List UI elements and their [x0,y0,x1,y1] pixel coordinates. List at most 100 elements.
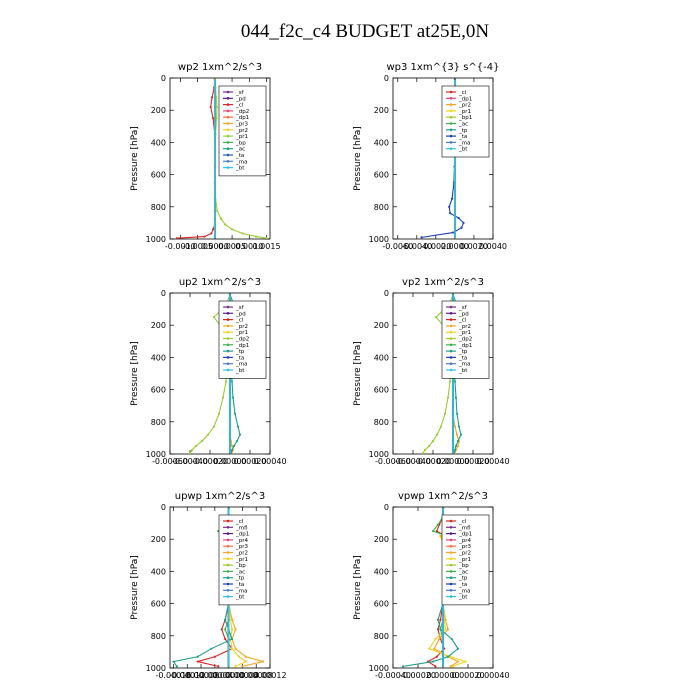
x-tick-label: 0.0010 [235,242,263,251]
legend-label: _cl [458,90,467,96]
data-point_tp [230,448,234,452]
data-point_dp2 [446,396,450,399]
legend-marker [449,356,453,359]
plot-frame [392,292,494,455]
legend-label: _dp1 [235,343,249,349]
x-tick-label: 0.00000 [213,457,246,466]
data-point_dp2 [188,452,192,454]
legend-label: _dp1 [458,96,472,102]
x-tick-label: -0.0010 [165,242,196,251]
data-point_ac [431,530,435,533]
legend-label: _pd [235,311,246,317]
y-tick-label: 0 [161,289,166,298]
legend-marker [449,128,453,132]
data-point_tp [457,425,461,428]
legend-marker [226,330,230,334]
legend-label: _pr1 [458,557,471,563]
data-point_cl [209,105,212,109]
legend-label: _dp1 [235,532,249,538]
legend-label: _dp1 [458,532,472,538]
x-tick-label: 0.00040 [253,457,286,466]
legend-label: _cl [235,103,244,109]
y-tick-label: 200 [151,321,166,330]
legend-marker [449,109,453,113]
legend-marker [449,90,453,94]
data-point_pr1 [444,628,447,631]
data-point_pr1 [234,665,237,668]
legend-marker [449,582,453,586]
data-point_pr1 [241,232,244,235]
legend-label: _bp [235,563,246,569]
y-tick-label: 400 [374,567,389,576]
legend-marker [226,134,230,138]
data-point_tp [455,412,459,415]
x-tick-label: 0.00004 [226,671,259,680]
y-tick-label: 200 [151,535,166,544]
legend-label: _pr3 [235,122,249,128]
y-tick-label: 1000 [146,664,166,673]
data-point_pr1 [434,637,437,641]
data-point_tp [446,655,450,658]
legend-marker [226,589,230,592]
legend-marker [449,115,453,119]
legend-label: _tp [458,349,468,355]
legend-label: _sf [235,305,245,311]
y-tick-label: 600 [374,171,389,180]
y-tick-label: 1000 [146,450,166,459]
legend-label: _pr3 [235,544,249,550]
legend-marker [449,343,453,347]
data-point_cl [210,232,213,235]
legend-marker [449,557,453,561]
y-tick-label: 0 [161,74,166,83]
legend-label: _pd [458,311,469,317]
legend-marker [226,90,230,94]
data-point_cl [213,655,216,658]
legend-label: _ac [235,569,245,575]
data-point_ta [420,236,423,239]
legend-label: _bt [235,595,245,601]
legend-marker [226,532,230,535]
chart-panel-5: vpwp 1xm^2/s^3 Pressure [hPa] 0 200 400 600 80… [353,491,510,680]
legend-label: _cl [458,519,467,525]
y-tick-label: 200 [151,106,166,115]
x-tick-label: -0.00060 [152,457,188,466]
legend-marker [449,368,453,372]
legend-label: _ta [235,582,244,588]
data-point_tp [439,628,442,631]
x-tick-label: -0.00040 [172,457,208,466]
legend-label: _bt [235,166,245,172]
y-tick-label: 600 [151,171,166,180]
series-line_cl [176,79,216,239]
data-point_pr1 [216,209,219,212]
x-tick-label: 0.00040 [476,671,509,680]
legend-marker [226,141,230,144]
data-point_pr1 [215,96,218,99]
chart-panel-3: vp2 1xm^2/s^3 Pressure [hPa] 0 200 400 600 800… [353,277,510,466]
legend-marker [449,324,453,328]
data-point_tp [175,665,178,668]
data-point_ta [451,231,455,234]
y-axis-label: Pressure [hPa] [353,126,363,191]
y-tick-label: 600 [374,600,389,609]
x-tick-label: 0.00020 [456,457,489,466]
legend-label: _bp [458,563,469,569]
page-title: 044_f2c_c4 BUDGET at25E,0N [241,21,489,42]
data-point_tp [232,444,236,448]
data-point_dp2 [421,452,425,454]
legend-marker [449,305,453,309]
legend-marker [449,595,453,598]
data-point_pr1 [449,655,452,658]
legend-marker [226,343,230,347]
data-point_cl [434,665,437,668]
legend-label: _ac [235,147,245,153]
y-tick-label: 800 [374,632,389,641]
data-point_dp2 [439,425,443,428]
legend-label: _dp1 [458,343,472,349]
legend: _sf_pd_cl_pr2_pr1_dp2_dp1_tp_ta_ma_bt [218,300,267,379]
chart-panel-4: upwp 1xm^2/s^3 Pressure [hPa] 0 200 400 600 80… [130,491,287,680]
data-point_dp2 [200,440,204,443]
legend-label: _pr2 [458,551,471,557]
legend-marker [226,318,230,321]
legend-marker [226,362,230,366]
y-tick-label: 400 [151,138,166,147]
